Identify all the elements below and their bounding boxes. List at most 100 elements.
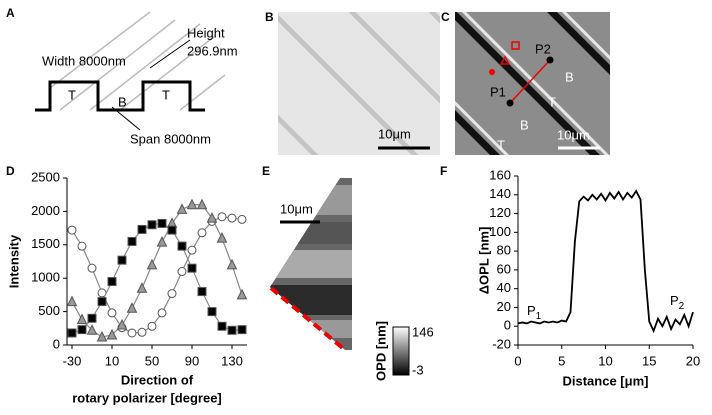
profile-line <box>509 59 551 104</box>
y-axis-label: Intensity <box>6 234 21 288</box>
y-tick-label: -20 <box>492 336 511 351</box>
panel-b: B 10μm <box>265 10 440 155</box>
region-label: T <box>497 137 505 152</box>
region-label: B <box>520 117 529 132</box>
marker <box>116 318 128 330</box>
marker <box>237 325 247 335</box>
y-tick-label: 2000 <box>31 203 60 218</box>
y-tick-label: 0 <box>53 336 60 351</box>
marker <box>226 258 238 270</box>
x-tick-label: 5 <box>558 353 565 368</box>
y-tick-label: 2500 <box>31 169 60 184</box>
x-axis-label: Distance [μm] <box>563 373 649 388</box>
colorbar-label: OPD [nm] <box>373 321 388 381</box>
profile-line <box>517 189 694 334</box>
y-tick-label: 120 <box>489 205 511 220</box>
marker <box>136 282 148 293</box>
grating-profile <box>35 80 205 112</box>
marker <box>86 324 98 335</box>
marker <box>126 302 138 313</box>
marker <box>97 297 107 307</box>
colorbar-min: -3 <box>412 362 424 377</box>
x-tick-label: 50 <box>145 353 159 368</box>
point-label: P2 <box>535 41 551 56</box>
x-tick-label: 15 <box>642 353 656 368</box>
marker <box>186 198 198 210</box>
marker <box>176 203 188 214</box>
marker <box>217 321 227 331</box>
height-label: Height <box>187 25 225 40</box>
marker <box>107 277 117 287</box>
y-tick-label: 20 <box>497 299 511 314</box>
marker <box>156 236 168 247</box>
y-tick-label: 60 <box>497 261 511 276</box>
marker <box>227 213 237 223</box>
marker <box>167 225 177 235</box>
region-label: B <box>565 69 574 84</box>
marker <box>87 313 97 323</box>
marker <box>66 295 78 307</box>
scale-label: 10μm <box>378 126 411 141</box>
marker <box>76 313 88 325</box>
marker <box>146 258 158 270</box>
marker-circle <box>489 69 495 75</box>
stripes <box>278 12 440 155</box>
x-tick-label: 10 <box>105 353 119 368</box>
marker <box>197 228 207 238</box>
micrograph <box>278 12 440 155</box>
marker <box>96 330 108 342</box>
marker <box>157 218 167 228</box>
panel-letter: D <box>6 164 15 178</box>
panel-letter: A <box>6 6 15 20</box>
span-label: Span 8000nm <box>130 131 211 146</box>
stripes <box>455 12 610 155</box>
annotation-text: P <box>670 293 679 308</box>
y-tick-label: 40 <box>497 280 511 295</box>
panel-letter: F <box>440 164 447 178</box>
grating-lines <box>49 11 226 111</box>
region-label: T <box>162 87 170 102</box>
height-value: 296.9nm <box>187 43 238 58</box>
leader-line <box>149 39 191 69</box>
annotation: P1 <box>527 303 542 321</box>
marker <box>147 321 157 331</box>
marker <box>127 328 137 338</box>
marker <box>206 211 218 223</box>
leader-line <box>111 106 141 131</box>
panel-c: C P1 P2 B T B T 10μm <box>441 10 610 155</box>
y-tick-label: 500 <box>38 303 60 318</box>
x-axis-label: Direction of <box>121 372 194 387</box>
marker <box>137 224 147 234</box>
annotation-sub: 1 <box>536 311 542 322</box>
marker <box>217 212 227 222</box>
point-p1 <box>506 99 514 107</box>
scale-label: 10μm <box>557 127 590 142</box>
marker <box>107 308 117 318</box>
marker <box>67 328 77 338</box>
x-tick-label: 20 <box>686 353 700 368</box>
x-tick-label: 0 <box>514 353 521 368</box>
marker <box>216 232 228 243</box>
region-label: B <box>118 94 127 109</box>
marker <box>227 325 237 335</box>
marker <box>177 241 187 251</box>
marker-square <box>511 41 520 50</box>
y-tick-label: 80 <box>497 243 511 258</box>
annotation: P2 <box>670 293 685 311</box>
marker <box>236 288 248 300</box>
annotation-text: P <box>527 303 536 318</box>
scale-label: 10μm <box>280 201 313 216</box>
panel-e: E 10μm 146 -3 OPD [nm] <box>262 164 434 381</box>
width-label: Width 8000nm <box>42 53 126 68</box>
marker <box>237 214 247 224</box>
point-label: P1 <box>490 84 506 99</box>
x-tick-label: 10 <box>598 353 612 368</box>
marker <box>106 328 118 340</box>
x-tick-label: 90 <box>185 353 199 368</box>
x-tick-label: -30 <box>63 353 82 368</box>
marker <box>87 263 97 273</box>
region-label: T <box>548 94 556 109</box>
region-label: T <box>68 87 76 102</box>
x-axis-label: rotary polarizer [degree] <box>72 390 222 405</box>
